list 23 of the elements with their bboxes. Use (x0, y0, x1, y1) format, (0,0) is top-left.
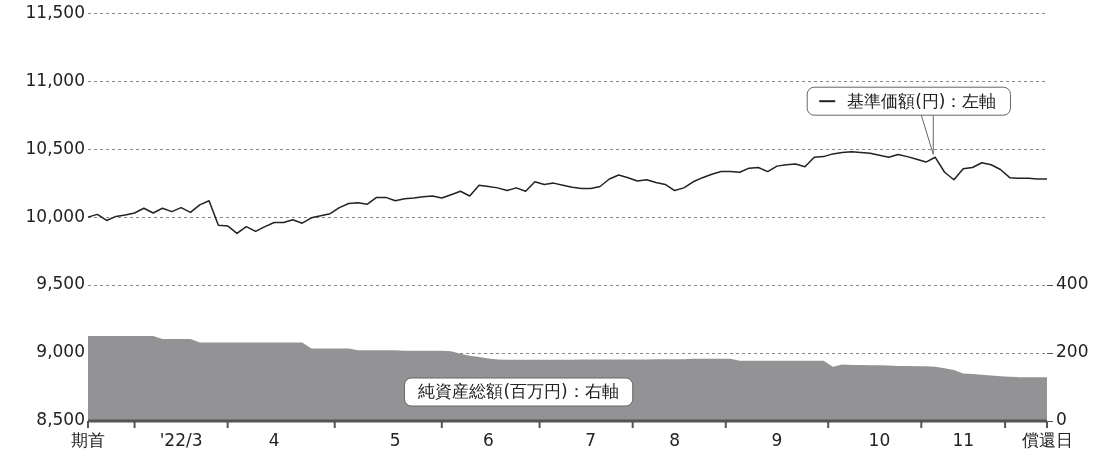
x-tick-label: 4 (268, 429, 280, 450)
y-tick-label: 10,000 (25, 205, 85, 226)
y-tick-label: 8,500 (36, 409, 85, 430)
x-tick-label: 償還日 (1021, 429, 1073, 450)
y-tick-label: 9,500 (36, 273, 85, 294)
y-tick-label: 11,500 (25, 1, 85, 22)
x-tick-label: '22/3 (159, 429, 203, 450)
x-tick-label: 10 (868, 429, 891, 450)
y2-tick-label: 200 (1056, 341, 1089, 362)
series-label: 純資産総額(百万円)：右軸 (418, 381, 619, 402)
y-tick-label: 10,500 (25, 137, 85, 158)
y2-tick-label: 400 (1056, 273, 1089, 294)
x-tick-label: 11 (952, 429, 975, 450)
x-tick-label: 8 (669, 429, 680, 450)
x-tick-label: 9 (771, 429, 783, 450)
x-tick-label: 6 (482, 429, 494, 450)
x-tick-label: 7 (585, 429, 597, 450)
legend-label: 基準価額(円)：左軸 (847, 90, 997, 111)
x-tick-label: 期首 (71, 429, 105, 450)
x-tick-label: 5 (389, 429, 401, 450)
y2-tick-label: 0 (1056, 409, 1067, 430)
y-tick-label: 11,000 (25, 69, 85, 90)
y-tick-label: 9,000 (36, 341, 85, 362)
